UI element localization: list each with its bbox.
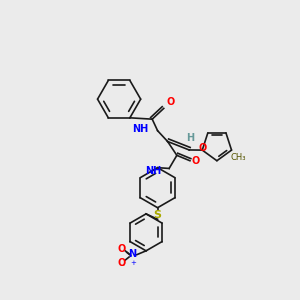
Text: H: H — [186, 133, 194, 143]
Text: S: S — [154, 210, 162, 220]
Text: NH: NH — [145, 166, 161, 176]
Text: O: O — [191, 156, 200, 166]
Text: +: + — [130, 260, 136, 266]
Text: N: N — [128, 249, 136, 259]
Text: ⁻: ⁻ — [119, 263, 124, 274]
Text: O: O — [199, 143, 207, 153]
Text: CH₃: CH₃ — [231, 153, 246, 162]
Text: O: O — [117, 258, 125, 268]
Text: O: O — [166, 97, 174, 107]
Text: NH: NH — [132, 124, 148, 134]
Text: O: O — [117, 244, 125, 254]
